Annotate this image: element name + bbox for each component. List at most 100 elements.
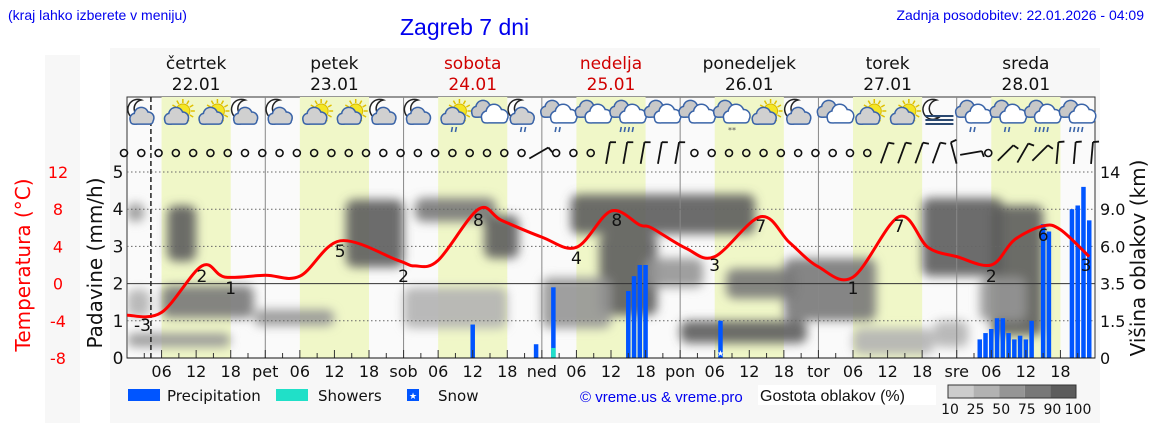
wind-barb-feather [888, 141, 895, 145]
temperature-label: 3 [709, 256, 720, 276]
rain-drop [1007, 126, 1011, 133]
cloud-fill [165, 117, 187, 124]
snow-star-icon: ★ [409, 392, 417, 402]
rain-drop [1076, 126, 1080, 133]
moon-cloud-icon [403, 98, 432, 125]
calm-wind-icon [845, 148, 855, 158]
cloud-fill [724, 115, 749, 123]
precipitation-tick-label: 3 [113, 237, 124, 257]
calm-wind-icon [811, 148, 820, 158]
calm-wind-icon [862, 148, 872, 158]
cloud-density-blob [415, 198, 496, 222]
x-tick-label: 18 [221, 362, 241, 381]
wind-barb-icon [1055, 140, 1065, 165]
cloud-density-blob [680, 320, 807, 344]
cloud-fill [655, 115, 680, 123]
sun-ray [777, 114, 782, 118]
wind-barb-feather [950, 139, 957, 144]
cloud-density-tick-label: 75 [1018, 402, 1036, 418]
cloud-fill [1035, 115, 1060, 123]
rain-drop [1080, 126, 1084, 133]
precipitation-bar [1069, 209, 1075, 358]
calm-wind-icon [448, 148, 457, 158]
calm-wind-icon [240, 148, 250, 158]
sun-ray [362, 104, 367, 108]
wind-barb-shaft [949, 142, 958, 164]
x-tick-label: 06 [981, 362, 1001, 381]
precipitation-bar [983, 333, 988, 358]
precipitation-bar [626, 291, 631, 358]
cloud-fill [407, 117, 429, 124]
x-tick-label: 06 [843, 362, 863, 381]
temperature-label: 8 [473, 211, 484, 231]
moon-crescent [922, 98, 943, 121]
cloud-density-tick-label: 90 [1043, 402, 1061, 418]
sun-cloud-icon [855, 99, 887, 125]
sun-ray [349, 100, 353, 105]
cloud-height-tick-label: 1.5 [1100, 312, 1125, 331]
x-tick-label: 12 [1016, 362, 1036, 381]
cloud-density-tick-label: 10 [941, 402, 959, 418]
temperature-label: 1 [225, 279, 236, 299]
sun-ray [867, 100, 871, 105]
moon-cloud-icon [783, 98, 812, 125]
x-tick-label: 18 [497, 362, 517, 381]
location-hint[interactable]: (kraj lahko izberete v meniju) [8, 7, 187, 23]
calm-wind-icon [292, 148, 302, 158]
day-name: petek [310, 54, 358, 74]
cloud-density-tick-label: 100 [1065, 402, 1092, 418]
wind-barb-icon [1031, 144, 1054, 162]
precipitation-bar [1029, 320, 1034, 358]
calm-wind-icon [828, 148, 838, 158]
snow-legend-swatch [407, 389, 419, 401]
temperature-tick-label: 4 [53, 237, 63, 256]
day-name: četrtek [166, 54, 227, 74]
cloud-icon [816, 99, 855, 124]
wind-barb-shaft [960, 150, 982, 156]
cloud-icon [643, 99, 682, 124]
sun-ray [327, 114, 332, 118]
x-tick-label: 18 [1050, 362, 1070, 381]
precipitation-legend-swatch [128, 389, 160, 401]
wind-barb-shaft [674, 142, 680, 164]
calm-wind-icon [327, 148, 336, 158]
wind-barb-feather [980, 150, 985, 158]
sun-cloud-icon [198, 99, 230, 125]
day-date: 25.01 [587, 75, 636, 95]
cloud-fill [338, 117, 360, 124]
calm-wind-icon [361, 148, 371, 158]
wind-barb-feather [547, 146, 553, 153]
rain-drop [969, 126, 972, 133]
sun-ray [189, 114, 194, 118]
wind-barb-shaft [1055, 141, 1060, 165]
x-tick-label: 18 [635, 362, 655, 381]
wind-barb-icon [605, 141, 617, 164]
sun-cloud-icon [889, 99, 921, 125]
wind-barb-icon [897, 141, 912, 164]
calm-wind-icon [223, 148, 233, 158]
calm-wind-icon [776, 148, 786, 158]
precipitation-bar [533, 344, 539, 358]
cloud-fill [551, 115, 576, 123]
cloud-density-swatch [973, 385, 1000, 398]
wind-barb-icon [528, 146, 553, 160]
temperature-label: 5 [335, 242, 346, 262]
calm-wind-icon [551, 148, 561, 158]
cloud-density-blob [127, 203, 145, 222]
cloud-density-blob [570, 194, 756, 234]
cloud-fill [234, 117, 257, 124]
cloud-fill [857, 117, 879, 124]
precipitation-bar [1006, 333, 1011, 358]
temperature-line [126, 205, 1091, 319]
precipitation-legend-label: Precipitation [167, 387, 261, 405]
sun-ray [777, 104, 782, 108]
cloud-density-blob [933, 320, 969, 347]
sun-ray [220, 100, 225, 105]
temperature-tick-label: -8 [50, 349, 66, 368]
sun-ray [763, 100, 768, 105]
wind-barb-shaft [1016, 143, 1030, 163]
x-tick-label: 12 [324, 362, 344, 381]
x-tick-label: 06 [428, 362, 448, 381]
cloud-fill [620, 115, 645, 123]
